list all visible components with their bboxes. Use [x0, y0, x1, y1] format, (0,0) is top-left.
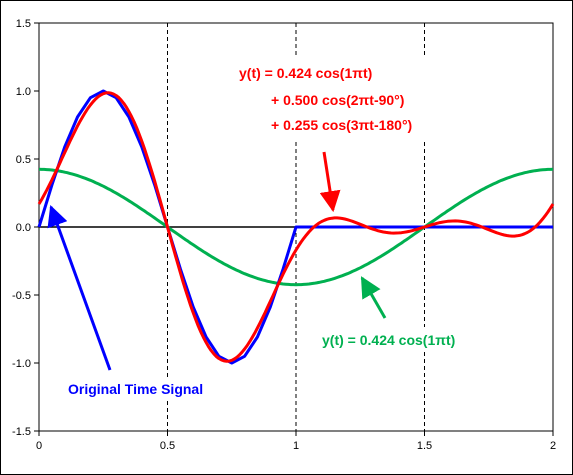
x-tick-label-3: 1.5 [417, 440, 432, 452]
label-box-one-term [315, 327, 493, 351]
x-tick-label-2: 1 [293, 440, 299, 452]
y-axis-tick-labels: 1.5 1.0 0.5 0.0 -0.5 -1.0 -1.5 [12, 18, 31, 438]
label-original-signal: Original Time Signal [68, 381, 203, 397]
x-tick-label-0: 0 [36, 440, 42, 452]
label-three-term-line-2: + 0.500 cos(2πt-90°) [271, 92, 404, 108]
axis-ticks [34, 22, 554, 436]
label-one-term: y(t) = 0.424 cos(1πt) [322, 332, 455, 348]
y-tick-label-6: -1.5 [12, 426, 31, 438]
y-tick-label-0: 1.5 [16, 18, 31, 30]
y-tick-label-5: -1.0 [12, 358, 31, 370]
y-tick-label-3: 0.0 [16, 222, 31, 234]
x-tick-label-1: 0.5 [160, 440, 175, 452]
label-three-term-line-1: y(t) = 0.424 cos(1πt) [239, 65, 372, 81]
y-tick-label-4: -0.5 [12, 290, 31, 302]
annotation-arrow-one-term [360, 276, 387, 319]
label-box-three-term [228, 58, 454, 140]
series-line-one-term [38, 167, 554, 287]
y-tick-label-2: 0.5 [16, 154, 31, 166]
label-box-original [62, 377, 234, 401]
annotation-arrow-three-term [319, 151, 341, 213]
series-line-three-term [37, 91, 555, 363]
x-tick-label-4: 2 [550, 440, 556, 452]
annotation-arrow-original [47, 205, 112, 371]
label-three-term-line-3: + 0.255 cos(3πt-180°) [271, 117, 412, 133]
y-tick-label-1: 1.0 [16, 86, 31, 98]
x-axis-tick-labels: 0 0.5 1 1.5 2 [36, 440, 556, 452]
